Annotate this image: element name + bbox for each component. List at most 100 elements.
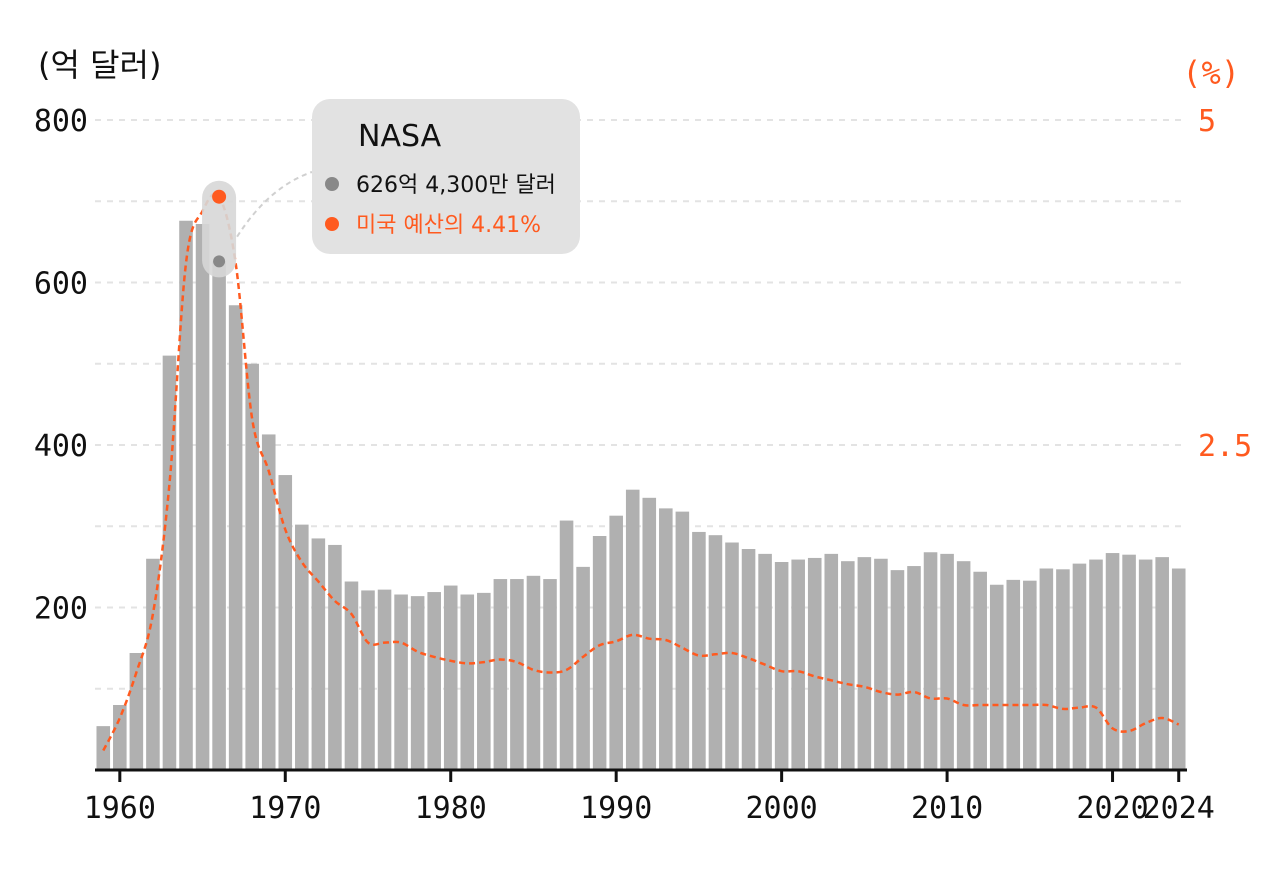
bar-1991: [625, 489, 640, 770]
bar-1963: [162, 355, 177, 770]
bar-2022: [1138, 559, 1153, 770]
bar-2003: [824, 553, 839, 770]
highlight-line-point: [212, 189, 227, 204]
bar-1999: [758, 553, 772, 770]
bar-2013: [989, 584, 1004, 770]
bar-2005: [857, 557, 872, 770]
bar-1965: [195, 224, 210, 770]
bar-2011: [956, 561, 971, 770]
bar-2002: [807, 557, 822, 770]
x-tick-label: 2020: [1076, 791, 1148, 826]
left-axis-ticks: 200 400 600 800: [34, 104, 88, 627]
highlight-capsule: [202, 180, 237, 278]
bar-1980: [443, 585, 458, 770]
y-left-tick-label: 800: [34, 104, 88, 139]
y-right-tick-label: 2.5: [1198, 429, 1252, 464]
right-axis-unit: (%): [1182, 54, 1240, 92]
tooltip-line-marker: [325, 217, 339, 231]
x-tick-label: 2024: [1143, 791, 1215, 826]
bar-2014: [1006, 579, 1021, 770]
tooltip-bar-marker: [325, 177, 339, 191]
tooltip-box: [312, 99, 580, 254]
bar-2006: [874, 558, 888, 770]
bar-1995: [692, 531, 706, 770]
bar-1997: [725, 542, 739, 770]
bar-1977: [394, 594, 408, 770]
bar-1986: [543, 579, 557, 770]
x-tick-label: 1990: [580, 791, 652, 826]
bar-1971: [295, 524, 309, 770]
bar-2001: [791, 559, 805, 770]
bar-1966: [212, 261, 226, 770]
percent-line-series: [102, 192, 1180, 752]
x-tick-label: 2000: [746, 791, 818, 826]
bar-1982: [477, 592, 491, 770]
tooltip-percent-value: 미국 예산의 4.41%: [356, 213, 541, 238]
bar-1961: [129, 653, 144, 770]
bar-1987: [559, 520, 574, 770]
bar-2024: [1171, 568, 1186, 770]
bar-1974: [344, 581, 359, 770]
tooltip-connector: [236, 171, 313, 238]
bar-1972: [311, 538, 326, 770]
bar-1973: [328, 544, 342, 770]
bar-1975: [361, 590, 375, 770]
bar-series: [96, 220, 1186, 770]
bar-1976: [377, 589, 392, 770]
bar-1994: [675, 511, 690, 770]
bar-1996: [708, 535, 723, 770]
bar-1981: [460, 594, 475, 770]
bar-2021: [1122, 554, 1136, 770]
bar-2008: [907, 566, 921, 770]
x-tick-label: 1970: [249, 791, 321, 826]
bar-1978: [410, 596, 425, 770]
bar-2016: [1039, 568, 1054, 770]
tooltip-title: NASA: [358, 119, 442, 154]
left-axis-unit: (억 달러): [38, 46, 161, 84]
bar-1960: [113, 705, 127, 770]
bar-2012: [973, 571, 987, 770]
bar-1989: [592, 536, 607, 770]
bar-1979: [427, 592, 441, 770]
bar-2020: [1105, 553, 1120, 770]
bar-1993: [659, 508, 673, 770]
x-tick-label: 1960: [84, 791, 156, 826]
bar-2004: [841, 561, 855, 770]
bar-2018: [1072, 563, 1087, 770]
bar-2023: [1155, 557, 1169, 770]
bar-2007: [890, 570, 905, 770]
tooltip: NASA 626억 4,300만 달러 미국 예산의 4.41%: [312, 99, 580, 254]
bar-1969: [261, 434, 276, 770]
bar-1985: [526, 575, 541, 770]
y-left-tick-label: 200: [34, 592, 88, 627]
bar-1998: [741, 549, 756, 770]
bar-1983: [493, 579, 508, 770]
bar-2015: [1023, 580, 1037, 770]
gridlines: [95, 119, 1187, 690]
bar-2010: [940, 553, 954, 770]
bar-1964: [179, 220, 193, 770]
x-tick-label: 1980: [415, 791, 487, 826]
highlight-group: [202, 171, 313, 278]
bar-1962: [146, 558, 160, 770]
bar-1970: [278, 475, 293, 770]
y-left-tick-label: 600: [34, 267, 88, 302]
highlight-bar-point: [213, 255, 226, 268]
bar-1984: [510, 579, 524, 770]
right-axis-ticks: 2.55: [1198, 104, 1252, 464]
bar-2009: [923, 552, 938, 770]
tooltip-budget-value: 626억 4,300만 달러: [356, 173, 556, 198]
percent-line: [102, 192, 1180, 752]
bar-2017: [1056, 569, 1070, 770]
y-left-tick-label: 400: [34, 429, 88, 464]
x-tick-label: 2010: [911, 791, 983, 826]
bar-1968: [245, 363, 259, 770]
bar-2000: [774, 562, 789, 770]
bar-2019: [1089, 559, 1103, 770]
bar-1988: [576, 566, 590, 770]
bar-1992: [642, 497, 657, 770]
bar-1967: [228, 305, 243, 770]
y-right-tick-label: 5: [1198, 104, 1216, 139]
